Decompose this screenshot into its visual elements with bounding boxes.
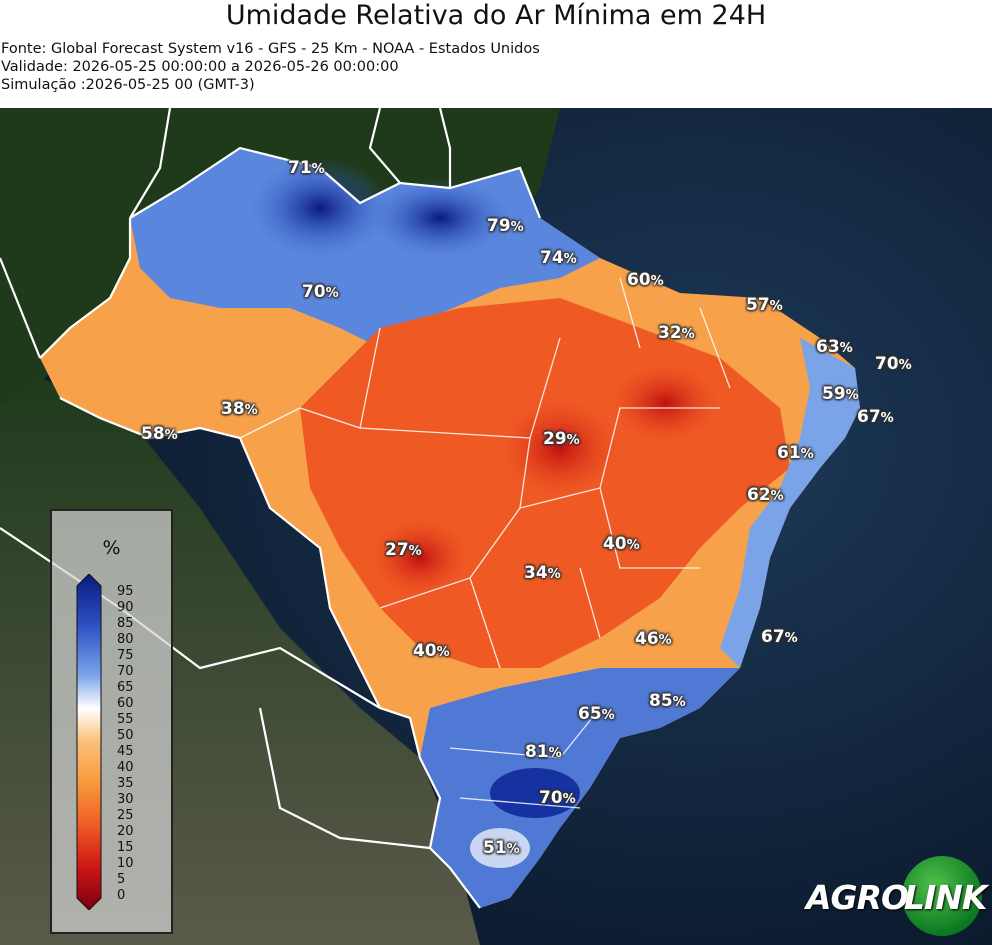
state-borders — [239, 277, 731, 809]
map-label: 79% — [487, 216, 524, 236]
logo-text-agro: AGRO — [806, 878, 909, 917]
central-hotspot — [500, 398, 620, 498]
legend-tick: 10 — [117, 856, 134, 871]
map-label: 32% — [658, 323, 695, 343]
map-label: 40% — [413, 641, 450, 661]
map-label: 27% — [385, 540, 422, 560]
humidity-map[interactable]: 71% 79% 74% 70% 60% 57% 32% 63% 70% 59% … — [0, 108, 992, 945]
map-label: 74% — [540, 248, 577, 268]
north-dark-blue — [250, 158, 390, 258]
map-label: 85% — [649, 691, 686, 711]
map-label: 59% — [822, 384, 859, 404]
source-text: Fonte: Global Forecast System v16 - GFS … — [1, 41, 540, 57]
legend-tick: 65 — [117, 680, 134, 695]
map-label: 46% — [635, 629, 672, 649]
map-label: 38% — [221, 399, 258, 419]
legend-tick: 30 — [117, 792, 134, 807]
map-label: 58% — [141, 424, 178, 444]
map-label: 60% — [627, 270, 664, 290]
header: Umidade Relativa do Ar Mínima em 24H Fon… — [0, 0, 992, 108]
logo-globe-icon — [902, 856, 982, 936]
legend-tick: 75 — [117, 648, 134, 663]
map-title: Umidade Relativa do Ar Mínima em 24H — [225, 0, 767, 31]
legend-tick: 85 — [117, 616, 134, 631]
map-label: 67% — [857, 407, 894, 427]
legend-colorbar — [76, 574, 102, 910]
map-canvas — [0, 108, 992, 945]
legend-tick: 80 — [117, 632, 134, 647]
legend-tick: 45 — [117, 744, 134, 759]
map-label: 67% — [761, 627, 798, 647]
country-borders — [0, 108, 542, 909]
map-label: 34% — [524, 563, 561, 583]
legend-tick: 90 — [117, 600, 134, 615]
simulation-text: Simulação :2026-05-25 00 (GMT-3) — [1, 77, 255, 93]
map-label: 71% — [288, 158, 325, 178]
map-label: 40% — [603, 534, 640, 554]
legend-tick: 40 — [117, 760, 134, 775]
map-label: 62% — [747, 485, 784, 505]
map-label: 57% — [746, 295, 783, 315]
legend-tick: 20 — [117, 824, 134, 839]
legend-tick: 15 — [117, 840, 134, 855]
map-label: 70% — [875, 354, 912, 374]
legend-tick: 50 — [117, 728, 134, 743]
west-hotspot — [370, 518, 470, 598]
legend-tick: 0 — [117, 888, 126, 903]
south-white-patch — [470, 828, 530, 868]
map-label: 70% — [539, 788, 576, 808]
east-humid-zone — [720, 338, 860, 668]
legend-tick: 70 — [117, 664, 134, 679]
map-label: 70% — [302, 282, 339, 302]
map-label: 81% — [525, 742, 562, 762]
map-label: 65% — [578, 704, 615, 724]
legend-tick: 5 — [117, 872, 126, 887]
map-label: 63% — [816, 337, 853, 357]
north-dark-blue-2 — [370, 178, 510, 258]
agrolink-logo: AGRO LINK — [806, 856, 987, 936]
map-label: 51% — [483, 838, 520, 858]
validity-text: Validade: 2026-05-25 00:00:00 a 2026-05-… — [1, 59, 399, 75]
legend-unit: % — [102, 537, 121, 559]
legend-tick: 55 — [117, 712, 134, 727]
color-legend: % 95 90 85 80 75 70 65 60 55 50 45 40 35… — [50, 509, 173, 934]
legend-tick: 25 — [117, 808, 134, 823]
map-label: 29% — [543, 429, 580, 449]
legend-tick: 60 — [117, 696, 134, 711]
legend-tick: 35 — [117, 776, 134, 791]
northeast-hotspot — [610, 363, 720, 443]
legend-tick: 95 — [117, 584, 134, 599]
map-label: 61% — [777, 443, 814, 463]
logo-text-link: LINK — [904, 878, 987, 917]
